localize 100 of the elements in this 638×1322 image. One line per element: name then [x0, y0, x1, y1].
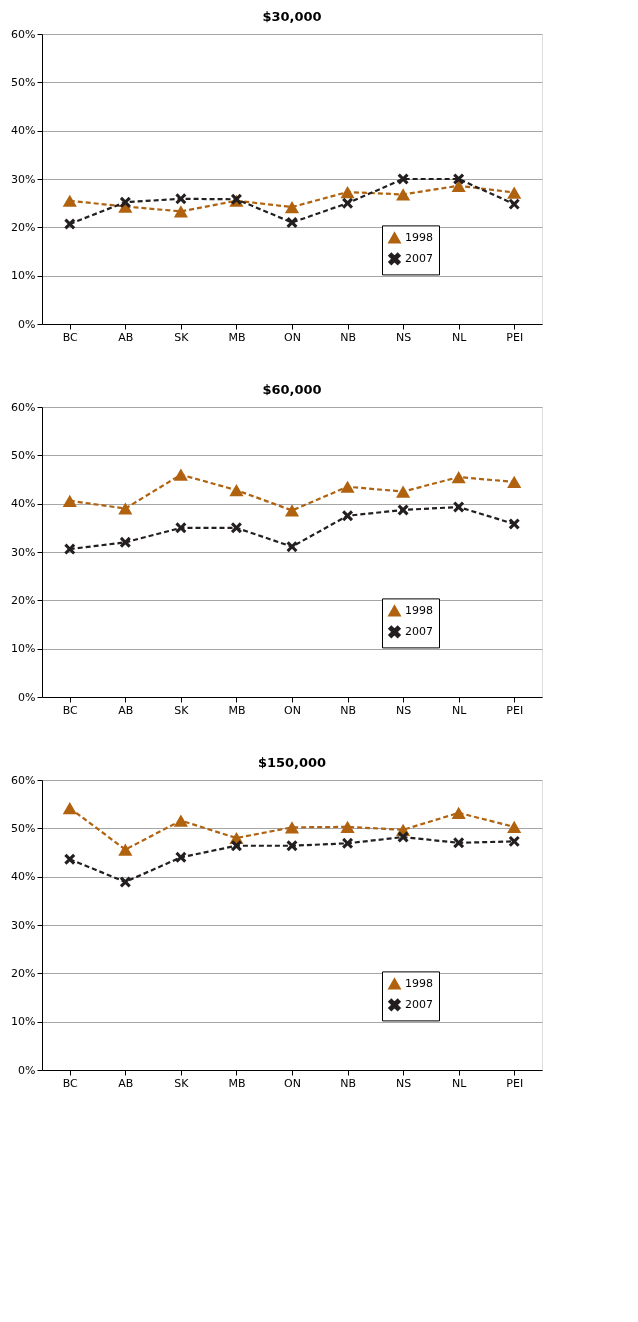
point	[342, 837, 354, 849]
x-tick-label: NL	[451, 1076, 468, 1090]
legend-label: 2007	[405, 997, 433, 1011]
point	[396, 188, 411, 201]
point	[340, 480, 355, 493]
point	[451, 806, 466, 819]
y-tick-label: 60%	[11, 400, 36, 414]
point	[119, 876, 131, 888]
chart-title: $60,000	[262, 382, 322, 397]
point	[340, 820, 355, 834]
point	[397, 504, 409, 516]
point	[508, 198, 520, 210]
y-tick-label: 50%	[11, 448, 36, 462]
x-tick-label: NS	[396, 1076, 412, 1090]
x-tick-label: NB	[340, 330, 356, 344]
point	[451, 179, 466, 192]
y-tick-label: 30%	[11, 545, 36, 559]
y-tick-label: 10%	[11, 642, 36, 656]
point	[508, 835, 520, 847]
x-tick-label: PEI	[506, 330, 524, 344]
x-tick-label: PEI	[506, 703, 524, 717]
point	[507, 186, 522, 199]
x-tick-label: NB	[340, 703, 356, 717]
chart-title: $150,000	[257, 755, 327, 770]
point	[118, 843, 133, 856]
y-tick-label: 30%	[11, 172, 36, 186]
point	[508, 518, 520, 530]
y-tick-label: 30%	[11, 918, 36, 932]
x-tick-label: BC	[62, 330, 79, 344]
point	[284, 504, 300, 517]
legend-label: 1998	[405, 230, 433, 244]
y-tick-label: 20%	[11, 593, 36, 607]
point	[507, 475, 522, 489]
point	[230, 840, 242, 852]
x-tick-label: MB	[228, 1076, 246, 1090]
point	[175, 522, 187, 534]
point	[173, 814, 188, 827]
y-tick-label: 60%	[11, 27, 36, 41]
y-tick-label: 50%	[11, 75, 36, 89]
x-tick-label: NS	[396, 330, 412, 344]
point	[397, 173, 409, 185]
y-tick-label: 10%	[11, 1015, 36, 1029]
point	[451, 470, 466, 484]
point	[118, 502, 133, 515]
point	[284, 821, 300, 834]
point	[453, 501, 465, 513]
point	[284, 200, 300, 214]
point	[340, 185, 355, 199]
point	[453, 173, 465, 185]
point	[64, 218, 76, 230]
y-tick-label: 20%	[11, 220, 36, 234]
x-tick-label: SK	[174, 1076, 190, 1090]
x-tick-label: MB	[228, 703, 246, 717]
y-tick-label: 10%	[11, 269, 36, 283]
legend-label: 1998	[405, 976, 433, 990]
point	[175, 851, 187, 863]
y-tick-label: 50%	[11, 821, 36, 835]
x-tick-label: BC	[62, 1076, 79, 1090]
legend-label: 1998	[405, 603, 433, 617]
x-tick-label: NB	[340, 1076, 356, 1090]
x-tick-label: NL	[451, 330, 468, 344]
point	[64, 543, 76, 555]
point	[286, 840, 298, 852]
point	[286, 541, 298, 553]
x-tick-label: AB	[118, 1076, 134, 1090]
point	[62, 494, 77, 507]
point	[342, 510, 354, 522]
chart-title: $30,000	[262, 9, 322, 24]
legend-label: 2007	[405, 251, 433, 265]
y-tick-label: 60%	[11, 773, 36, 787]
point	[173, 205, 188, 218]
point	[175, 193, 187, 205]
y-tick-label: 0%	[18, 690, 36, 704]
x-tick-label: SK	[174, 330, 190, 344]
legend-label: 2007	[405, 624, 433, 638]
point	[119, 536, 131, 548]
point	[507, 820, 522, 834]
x-tick-label: ON	[284, 1076, 301, 1090]
x-tick-label: MB	[228, 330, 246, 344]
point	[62, 194, 77, 207]
x-tick-label: AB	[118, 330, 134, 344]
x-tick-label: AB	[118, 703, 134, 717]
point	[119, 196, 131, 208]
point	[230, 522, 242, 534]
point	[397, 831, 409, 843]
point	[62, 801, 77, 815]
x-tick-label: BC	[62, 703, 79, 717]
y-tick-label: 40%	[11, 870, 36, 884]
y-tick-label: 40%	[11, 124, 36, 138]
point	[229, 484, 244, 497]
x-tick-label: ON	[284, 330, 301, 344]
x-tick-label: SK	[174, 703, 190, 717]
y-tick-label: 20%	[11, 966, 36, 980]
x-tick-label: NS	[396, 703, 412, 717]
x-tick-label: ON	[284, 703, 301, 717]
x-tick-label: NL	[451, 703, 468, 717]
y-tick-label: 0%	[18, 1063, 36, 1077]
point	[173, 468, 188, 481]
point	[286, 217, 298, 228]
x-tick-label: PEI	[506, 1076, 524, 1090]
